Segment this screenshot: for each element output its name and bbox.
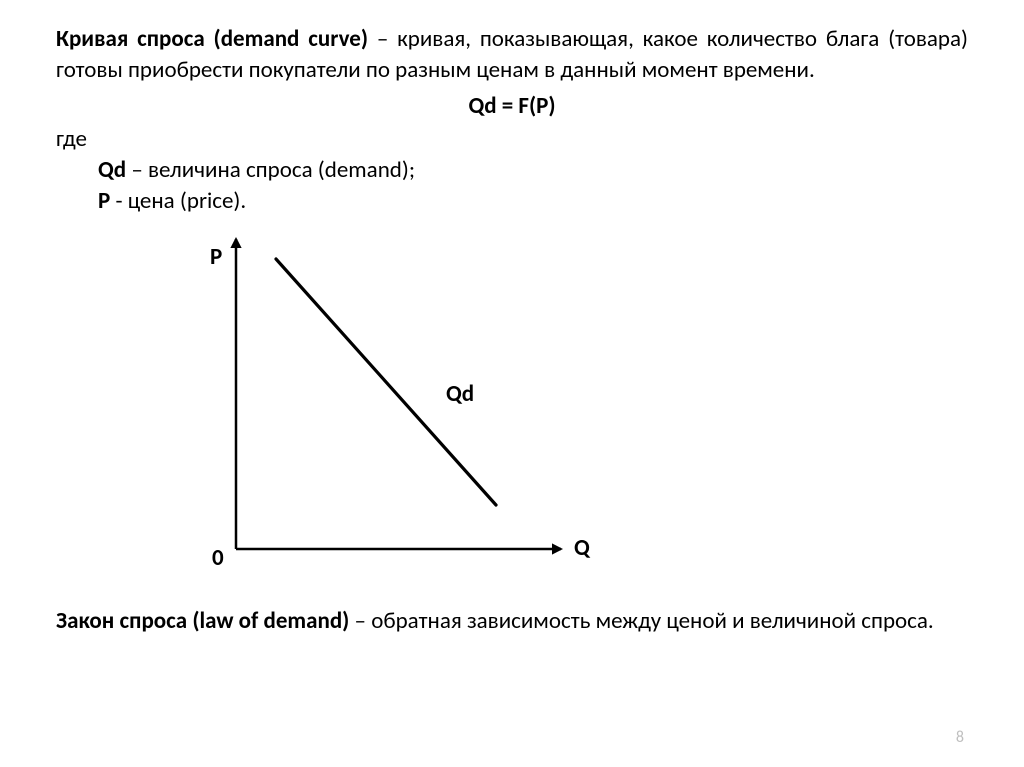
p-text: - цена (price).	[110, 187, 246, 215]
svg-text:Qd: Qd	[446, 380, 474, 408]
svg-text:P: P	[210, 243, 222, 271]
law-of-demand: Закон спроса (law of demand) – обратная …	[56, 606, 968, 637]
p-symbol: P	[98, 187, 110, 215]
svg-text:Q: Q	[574, 534, 591, 562]
definition-term: Кривая спроса (demand curve)	[56, 25, 368, 53]
demand-formula: Qd = F(P)	[56, 92, 968, 120]
page-number: 8	[956, 728, 964, 747]
law-text: – обратная зависимость между ценой и вел…	[349, 607, 933, 635]
demand-curve-chart: P Q 0 Qd	[166, 229, 606, 594]
p-definition: P - цена (price).	[98, 186, 968, 217]
demand-curve-definition: Кривая спроса (demand curve) – кривая, п…	[56, 24, 968, 86]
where-label: где	[56, 124, 968, 155]
qd-definition: Qd – величина спроса (demand);	[98, 155, 968, 186]
slide-page: Кривая спроса (demand curve) – кривая, п…	[0, 0, 1024, 767]
qd-symbol: Qd	[98, 156, 126, 184]
variable-definitions: Qd – величина спроса (demand); P - цена …	[98, 155, 968, 217]
svg-text:0: 0	[212, 544, 224, 572]
chart-svg: P Q 0 Qd	[166, 229, 606, 589]
qd-text: – величина спроса (demand);	[126, 156, 415, 184]
law-term: Закон спроса (law of demand)	[56, 607, 349, 635]
